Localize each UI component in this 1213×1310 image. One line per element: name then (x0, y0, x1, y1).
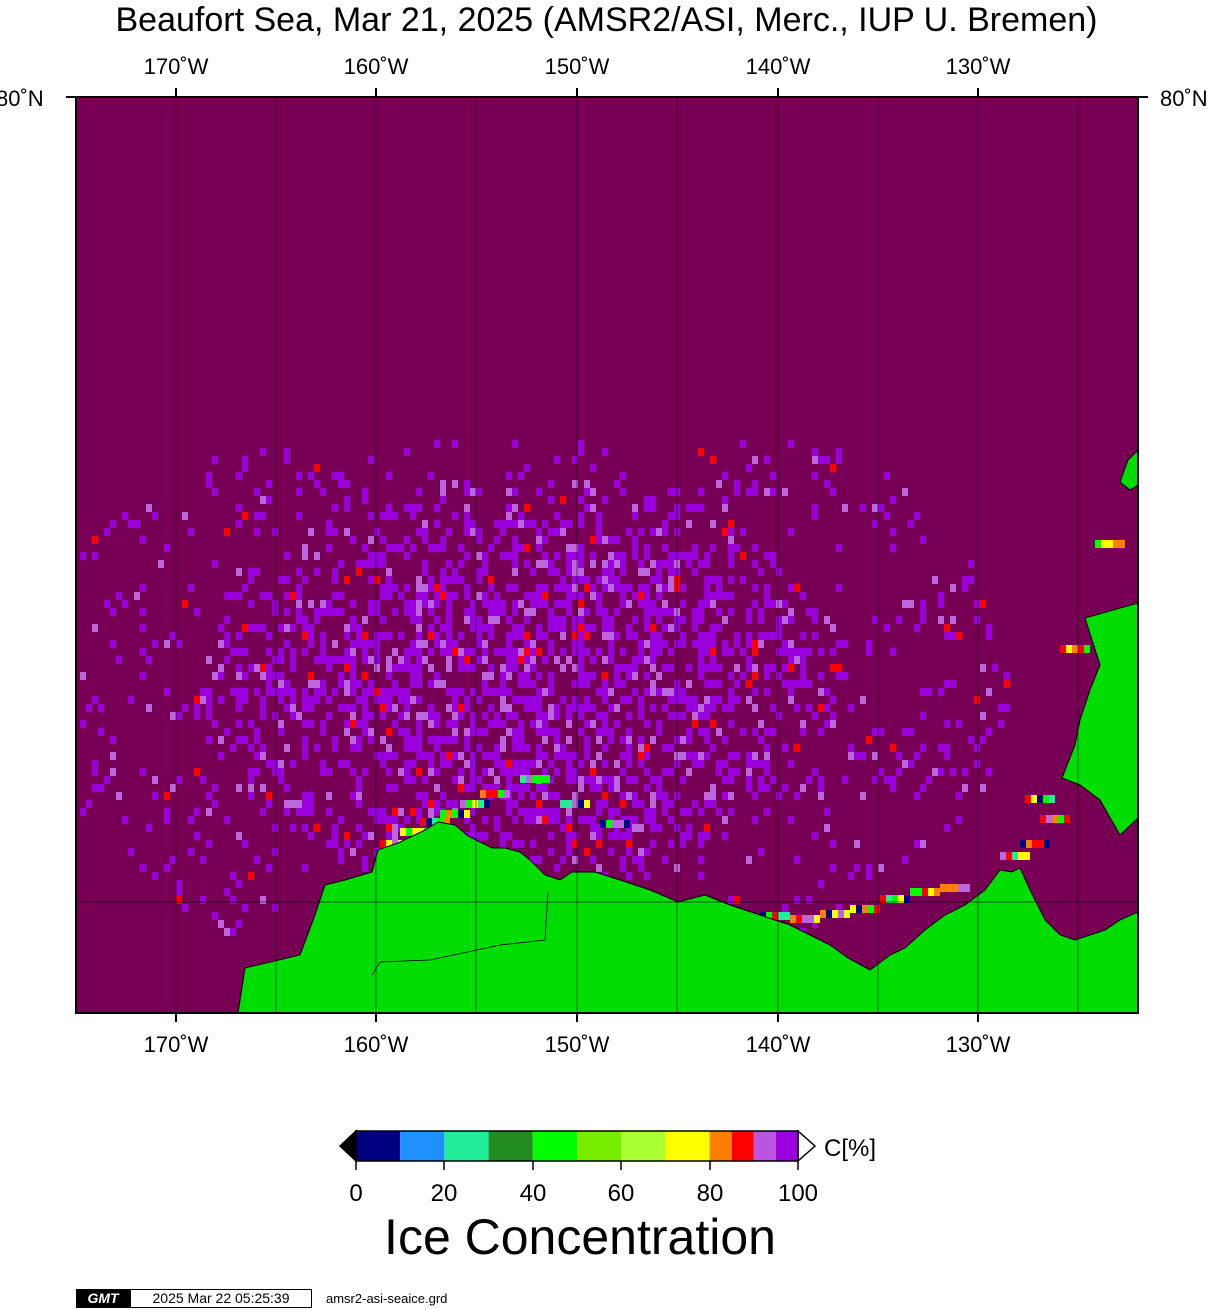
colorbar-tick-40: 40 (519, 1180, 547, 1207)
lon-label-bottom-140w: 140˚W (745, 1032, 811, 1057)
colorbar-ticks (355, 1161, 799, 1170)
colorbar-segment (356, 1131, 401, 1161)
map-frame (75, 96, 1139, 1014)
colorbar-tick-60: 60 (607, 1180, 635, 1207)
colorbar-segment (731, 1131, 754, 1161)
quantity-label: Ice Concentration (384, 1209, 776, 1265)
land-islet (1119, 449, 1138, 491)
lon-label-top-150w: 150˚W (544, 54, 610, 79)
colorbar-segment (488, 1131, 533, 1161)
land-banks-island (1061, 602, 1138, 836)
gmt-logo: GMT (76, 1289, 130, 1308)
colorbar-segment (621, 1131, 666, 1161)
lon-label-bottom-160w: 160˚W (343, 1032, 409, 1057)
colorbar-segment (400, 1131, 445, 1161)
colorbar-segment (444, 1131, 489, 1161)
colorbar-tick-20: 20 (430, 1180, 458, 1207)
lon-label-bottom-170w: 170˚W (143, 1032, 209, 1057)
alaska-border-line (371, 891, 549, 976)
colorbar-segment (577, 1131, 622, 1161)
colorbar-segment (532, 1131, 577, 1161)
lon-label-top-130w: 130˚W (945, 54, 1011, 79)
frame-ticks (66, 88, 1148, 1022)
colorbar-segment (753, 1131, 776, 1161)
plot-timestamp: 2025 Mar 22 05:25:39 (130, 1289, 312, 1308)
lon-label-top-160w: 160˚W (343, 54, 409, 79)
ocean-background (76, 97, 1138, 1013)
lon-label-top-140w: 140˚W (745, 54, 811, 79)
colorbar-tick-0: 0 (349, 1180, 363, 1207)
lon-label-bottom-150w: 150˚W (544, 1032, 610, 1057)
colorbar-unit-label: C[%] (824, 1135, 877, 1162)
land-alaska (237, 821, 1138, 1013)
colorbar-tick-100: 100 (777, 1180, 819, 1207)
colorbar-under-triangle (338, 1129, 357, 1163)
sea-ice-field (80, 440, 1125, 992)
colorbar-tick-80: 80 (696, 1180, 724, 1207)
grid-file-name: amsr2-asi-seaice.grd (326, 1291, 448, 1306)
lat-label-right-80n: 80˚N (1160, 86, 1208, 111)
lat-label-left-80n: 80˚N (0, 86, 44, 111)
colorbar (356, 1131, 798, 1161)
colorbar-frame (355, 1130, 799, 1162)
lon-label-top-170w: 170˚W (143, 54, 209, 79)
colorbar-segment (775, 1131, 798, 1161)
colorbar-segment (709, 1131, 732, 1161)
colorbar-over-triangle (797, 1129, 817, 1163)
map-title: Beaufort Sea, Mar 21, 2025 (AMSR2/ASI, M… (115, 1, 1098, 39)
colorbar-segment (665, 1131, 710, 1161)
graticule (76, 97, 1138, 1013)
lon-label-bottom-130w: 130˚W (945, 1032, 1011, 1057)
